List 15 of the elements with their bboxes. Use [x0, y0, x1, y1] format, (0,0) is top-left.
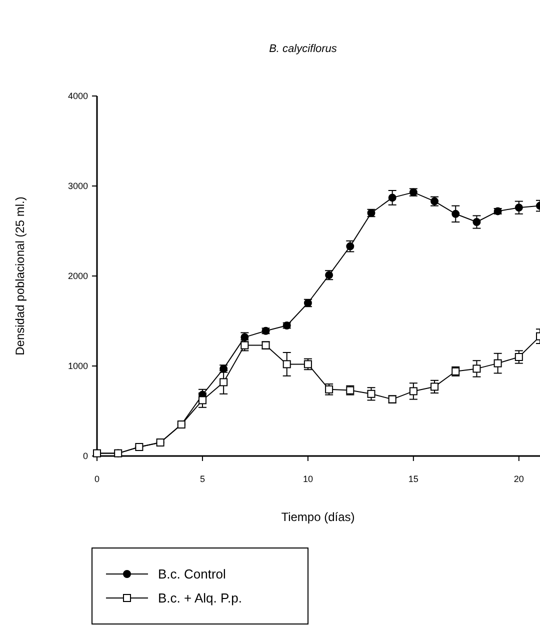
chart-title: B. calyciflorus: [269, 43, 338, 55]
y-tick-label: 4000: [68, 91, 88, 102]
y-tick-label: 3000: [68, 181, 88, 192]
x-tick-label: 10: [302, 474, 313, 484]
y-tick-label: 0: [82, 451, 88, 462]
x-tick-label: 0: [94, 474, 100, 484]
y-tick-label: 1000: [68, 361, 88, 372]
x-tick-label: 20: [514, 474, 524, 484]
x-tick-label: 5: [200, 474, 205, 484]
legend-label: B.c. + Alq. P.p.: [158, 590, 242, 606]
y-tick-label: 2000: [68, 271, 88, 282]
legend-label: B.c. Control: [158, 566, 226, 582]
x-tick-label: 15: [408, 474, 418, 484]
x-axis-title: Tiempo (días): [281, 510, 355, 524]
y-axis-title: Densidad poblacional (25 ml.): [13, 196, 27, 356]
